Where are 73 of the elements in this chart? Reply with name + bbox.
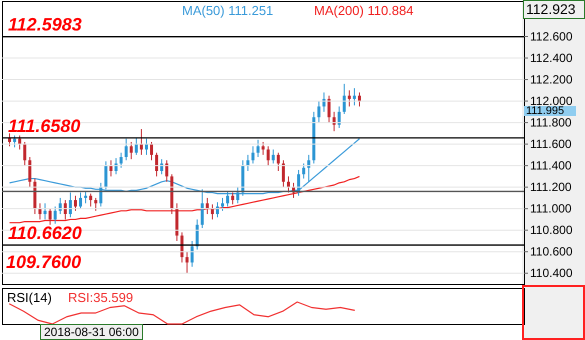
y-tick-label: 112.600	[530, 30, 573, 44]
candlestick	[272, 148, 275, 164]
chart-title: RSI(14)	[7, 290, 52, 305]
candlestick	[302, 162, 306, 180]
text: 2018-08-31 06:00	[40, 324, 143, 340]
text: 112.923	[523, 0, 585, 19]
candlestick	[120, 152, 123, 168]
candlestick	[54, 206, 57, 224]
y-tick-label: 111.400	[530, 158, 572, 173]
candlestick	[68, 192, 72, 218]
y-tick-label: 110.800	[530, 223, 573, 238]
candlestick	[200, 188, 204, 229]
candlestick	[144, 138, 148, 156]
line-series	[8, 176, 360, 224]
y-tick-label: 110.400	[530, 266, 573, 280]
annotation: 109.7600	[6, 252, 82, 273]
y-tick-label: 112.400	[530, 51, 573, 66]
candlestick	[104, 160, 108, 190]
candlestick	[13, 135, 16, 148]
candlestick	[251, 146, 254, 164]
candlestick	[38, 202, 42, 220]
candlestick	[262, 141, 265, 156]
candlestick	[348, 90, 351, 107]
series-label: RSI:35.599	[68, 290, 134, 305]
candlestick	[155, 152, 158, 177]
candlestick	[282, 160, 285, 188]
y-tick-label: 112.200	[530, 72, 573, 87]
y-tick-label: 111.600	[530, 137, 572, 152]
candlestick	[94, 197, 98, 212]
candlestick	[221, 197, 224, 212]
candlestick	[134, 137, 138, 156]
candlestick	[297, 169, 300, 196]
candlestick	[236, 186, 240, 204]
ref-line-label: 112.5983	[8, 14, 82, 35]
ref-line-label: 111.6580	[8, 116, 80, 136]
candlestick	[186, 251, 189, 274]
candlestick	[48, 208, 52, 226]
candlestick	[99, 182, 102, 208]
candlestick	[226, 190, 230, 208]
candlestick	[44, 202, 47, 220]
y-tick-label: 111.200	[530, 180, 572, 194]
candlestick	[84, 190, 88, 204]
candlestick	[140, 128, 143, 156]
candlestick	[352, 88, 356, 106]
candlestick	[23, 141, 26, 166]
candlestick	[276, 152, 280, 172]
text: MA(50) 111.251	[182, 3, 274, 18]
candlestick	[150, 141, 154, 161]
candlestick	[109, 160, 112, 177]
candlestick	[18, 135, 22, 150]
candlestick	[165, 160, 168, 182]
candlestick	[231, 192, 234, 205]
candlestick	[180, 232, 184, 263]
candlestick	[74, 195, 77, 212]
text: 111.995	[524, 105, 576, 117]
candlestick	[124, 138, 128, 161]
candlestick	[190, 240, 194, 268]
ref-line-label: 110.6620	[8, 223, 82, 244]
candlestick	[210, 204, 214, 220]
candlestick	[196, 218, 199, 250]
y-tick-label: 110.600	[530, 244, 573, 259]
candlestick	[130, 141, 133, 160]
candlestick	[89, 193, 92, 208]
text: MA(200) 110.884	[314, 3, 414, 18]
candlestick	[79, 192, 82, 210]
candlestick	[342, 83, 346, 114]
candlestick	[266, 146, 270, 166]
y-tick-label: 111.800	[530, 116, 572, 130]
candlestick	[317, 100, 320, 124]
y-tick-label: 111.000	[530, 202, 572, 216]
candlestick	[256, 139, 260, 158]
candlestick	[328, 95, 331, 124]
candlestick	[28, 156, 32, 188]
